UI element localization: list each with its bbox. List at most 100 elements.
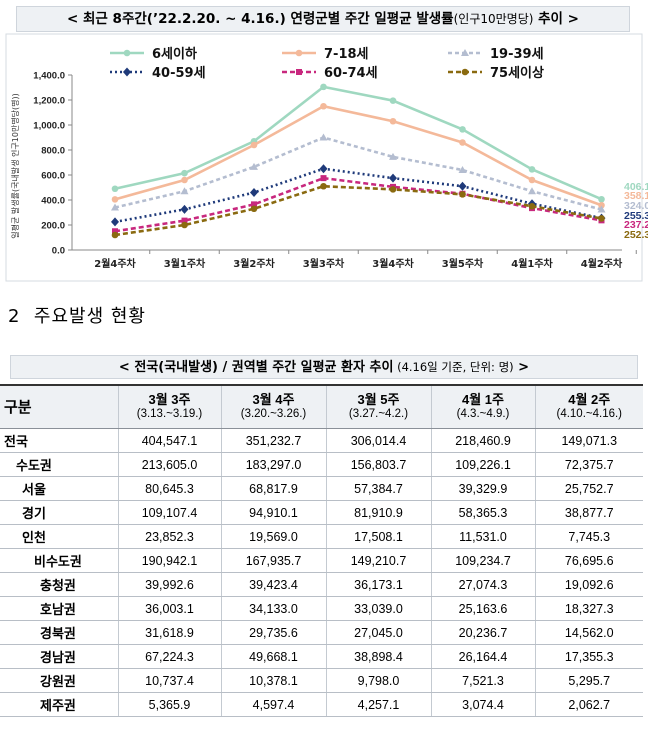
value-cell: 5,365.9 xyxy=(117,692,221,717)
region-cell: 경기 xyxy=(0,500,118,525)
x-tick-label: 3월2주차 xyxy=(233,257,275,270)
data-point xyxy=(528,176,536,184)
region-cell: 호남권 xyxy=(0,596,118,621)
x-tick-label: 2월4주차 xyxy=(94,257,136,270)
week-range: (4.10.~4.16.) xyxy=(556,408,623,420)
y-tick-label: 400.0 xyxy=(41,196,65,207)
header-week: 3월 5주 (3.27.~4.2.) xyxy=(325,384,431,429)
legend-marker xyxy=(296,69,302,75)
value-cell: 351,232.7 xyxy=(220,428,326,453)
chart-panel: < 최근 8주간(’22.2.20. ~ 4.16.) 연령군별 주간 일평균 … xyxy=(0,0,648,284)
header-week: 4월 2주 (4.10.~4.16.) xyxy=(534,384,643,429)
value-cell: 4,257.1 xyxy=(325,692,431,717)
data-point xyxy=(251,201,257,208)
value-cell: 156,803.7 xyxy=(325,452,431,477)
data-point xyxy=(389,117,397,125)
table-row: 충청권 39,992.6 39,423.4 36,173.1 27,074.3 19,09… xyxy=(0,572,643,597)
value-cell: 2,062.7 xyxy=(534,692,643,717)
week-label: 3월 5주 xyxy=(357,392,400,407)
data-point xyxy=(320,175,327,182)
value-cell: 58,365.3 xyxy=(430,500,535,525)
data-point xyxy=(319,164,328,174)
y-tick-label: 1,400.0 xyxy=(33,71,65,82)
value-cell: 39,423.4 xyxy=(220,572,326,597)
value-cell: 34,133.0 xyxy=(220,596,326,621)
data-point xyxy=(320,83,327,91)
value-cell: 7,745.3 xyxy=(534,524,643,549)
value-cell: 109,234.7 xyxy=(430,548,535,573)
table-row: 경기 109,107.4 94,910.1 81,910.9 58,365.3 38,87… xyxy=(0,500,643,525)
legend-label: 7-18세 xyxy=(324,47,369,62)
value-cell: 3,074.4 xyxy=(430,692,535,717)
value-cell: 76,695.6 xyxy=(534,548,643,573)
region-cell: 경남권 xyxy=(0,644,118,669)
table-title-main: < 전국(국내발생) / 권역별 주간 일평균 환자 추이 xyxy=(118,360,394,375)
data-point xyxy=(111,231,119,239)
table-row: 수도권 213,605.0 183,297.0 156,803.7 109,226.1 7… xyxy=(0,452,643,477)
region-cell: 경북권 xyxy=(0,620,118,645)
legend-marker xyxy=(123,67,131,77)
table-header-row: 구분 3월 3주 (3.13.~3.19.) 3월 4주 (3.20.~3.26.)… xyxy=(0,384,643,429)
header-week: 3월 4주 (3.20.~3.26.) xyxy=(220,384,326,429)
data-point xyxy=(458,181,467,191)
table-body: 전국 404,547.1 351,232.7 306,014.4 218,460.9 14… xyxy=(0,428,643,717)
value-cell: 36,003.1 xyxy=(117,596,221,621)
table-row: 제주권 5,365.9 4,597.4 4,257.1 3,074.4 2,062.7 xyxy=(0,692,643,717)
data-point xyxy=(180,204,189,214)
table-row: 호남권 36,003.1 34,133.0 33,039.0 25,163.6 18,32… xyxy=(0,596,643,621)
data-point xyxy=(112,228,118,235)
data-point xyxy=(111,185,119,193)
value-cell: 19,092.6 xyxy=(534,572,643,597)
value-cell: 5,295.7 xyxy=(534,668,643,693)
value-cell: 17,355.3 xyxy=(534,644,643,669)
region-cell: 비수도권 xyxy=(0,548,118,573)
data-point xyxy=(598,215,605,222)
y-tick-label: 800.0 xyxy=(41,146,65,157)
value-cell: 29,735.6 xyxy=(220,620,326,645)
chart-frame xyxy=(5,33,643,282)
table-title-sub: (4.16일 기준, 단위: 명) xyxy=(393,360,514,374)
legend-label: 75세이상 xyxy=(490,65,544,81)
header-week: 3월 3주 (3.13.~3.19.) xyxy=(117,384,221,429)
table-row: 전국 404,547.1 351,232.7 306,014.4 218,460.9 14… xyxy=(0,428,643,453)
chart-title: < 최근 8주간(’22.2.20. ~ 4.16.) 연령군별 주간 일평균 … xyxy=(16,6,630,32)
value-cell: 23,852.3 xyxy=(117,524,221,549)
data-point xyxy=(181,217,188,224)
value-cell: 218,460.9 xyxy=(430,428,535,453)
data-point xyxy=(389,97,397,104)
value-cell: 11,531.0 xyxy=(430,524,535,549)
value-cell: 80,645.3 xyxy=(117,476,221,501)
legend-marker xyxy=(461,68,469,76)
y-tick-label: 200.0 xyxy=(41,221,65,232)
y-tick-label: 1,000.0 xyxy=(33,121,65,132)
data-point xyxy=(459,126,466,133)
data-point xyxy=(111,217,119,227)
data-point xyxy=(458,166,467,173)
value-cell: 36,173.1 xyxy=(325,572,431,597)
series-line-3 xyxy=(114,167,602,224)
value-cell: 68,817.9 xyxy=(220,476,326,501)
y-tick-label: 0.0 xyxy=(52,246,65,257)
value-cell: 31,618.9 xyxy=(117,620,221,645)
data-point xyxy=(528,166,536,173)
series-line-1 xyxy=(114,104,602,207)
end-value-label: 406.1 xyxy=(624,181,648,193)
data-point xyxy=(250,141,258,149)
x-tick-label: 3월3주차 xyxy=(303,257,345,270)
value-cell: 25,752.7 xyxy=(534,476,643,501)
end-value-label: 324.0 xyxy=(624,200,648,212)
chart-title-main: < 최근 8주간(’22.2.20. ~ 4.16.) 연령군별 주간 일평균 … xyxy=(67,11,454,27)
week-label: 4월 1주 xyxy=(462,392,504,407)
end-value-label: 237.2 xyxy=(624,219,648,231)
legend-label: 19-39세 xyxy=(490,47,544,62)
end-value-label: 255.3 xyxy=(624,210,648,222)
data-point xyxy=(459,139,466,146)
data-point xyxy=(320,102,327,110)
region-cell: 서울 xyxy=(0,476,118,501)
chart-title-end: 추이 > xyxy=(533,11,579,27)
x-tick-label: 4월1주차 xyxy=(511,257,553,270)
region-cell: 제주권 xyxy=(0,692,118,717)
series-line-4 xyxy=(114,176,602,233)
value-cell: 149,210.7 xyxy=(325,548,431,573)
value-cell: 7,521.3 xyxy=(430,668,535,693)
